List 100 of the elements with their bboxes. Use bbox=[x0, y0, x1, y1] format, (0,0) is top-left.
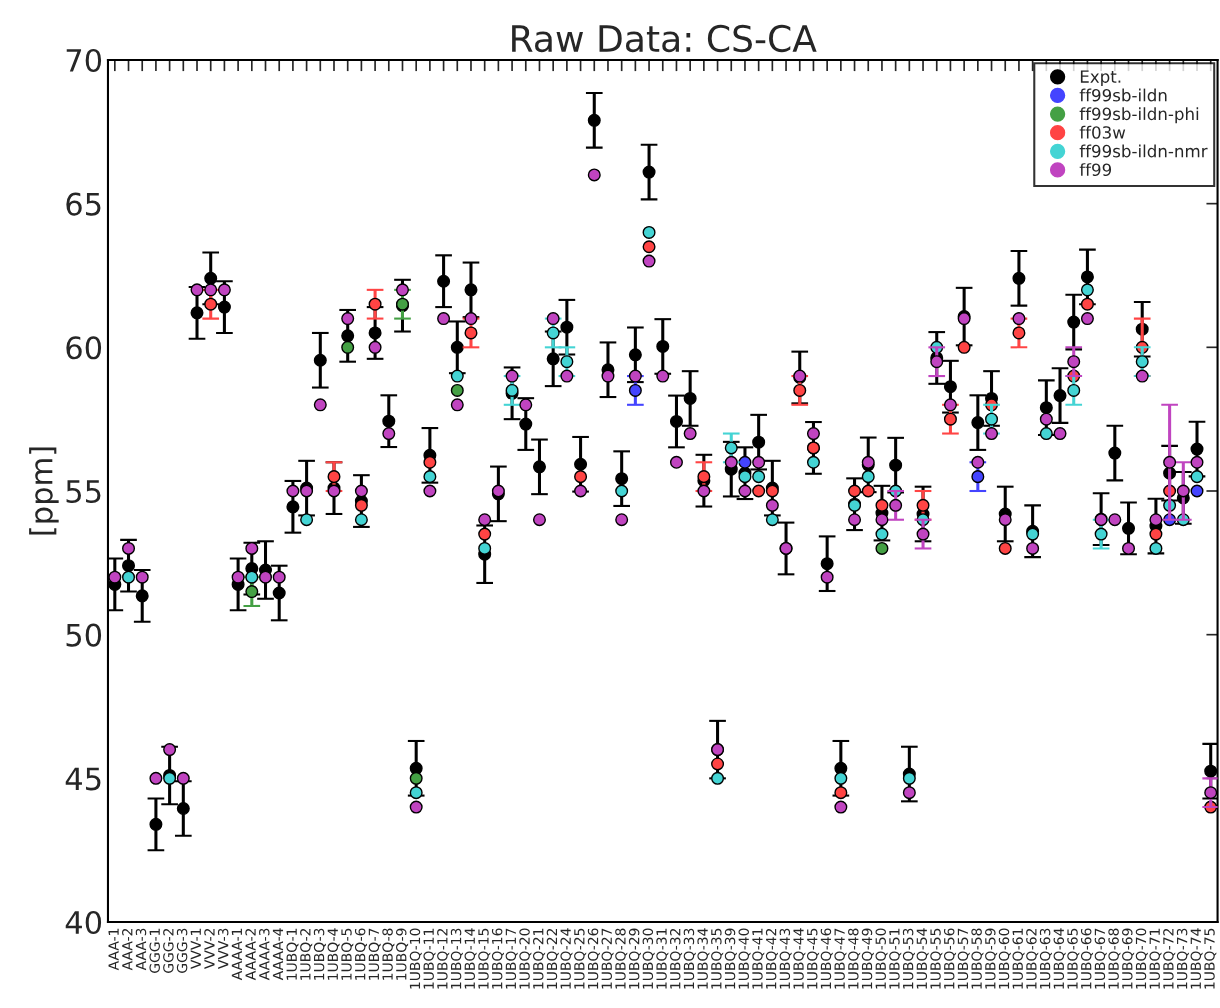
legend-label: ff03w bbox=[1079, 125, 1126, 139]
x-tick-label: 1UBQ-64 bbox=[1053, 928, 1066, 989]
x-tick-label: 1UBQ-32 bbox=[669, 928, 683, 989]
legend-label: Expt. bbox=[1080, 70, 1121, 87]
x-tick-label: AAA-1 bbox=[108, 928, 119, 971]
x-tick-label: 1UBQ-43 bbox=[779, 928, 792, 989]
x-tick-label: VVV-1 bbox=[190, 928, 201, 969]
point bbox=[409, 786, 423, 800]
x-tick-label: 1UBQ-59 bbox=[985, 928, 998, 989]
point bbox=[957, 340, 971, 354]
x-tick-label: 1UBQ-49 bbox=[861, 928, 874, 989]
x-tick-label: 1UBQ-60 bbox=[998, 928, 1011, 989]
x-tick-label: 1UBQ-41 bbox=[752, 928, 765, 989]
point bbox=[546, 326, 560, 340]
point bbox=[464, 326, 478, 340]
x-tick-label: 1UBQ-4 bbox=[327, 928, 340, 980]
x-tick-label: 1UBQ-61 bbox=[1012, 928, 1025, 989]
x-tick-label: 1UBQ-69 bbox=[1122, 928, 1135, 989]
point bbox=[423, 470, 437, 484]
point bbox=[848, 484, 862, 498]
y-tick-label: 60 bbox=[66, 336, 102, 360]
x-tick-label: 1UBQ-63 bbox=[1039, 928, 1052, 989]
y-axis-title: [ppm] bbox=[29, 447, 59, 535]
x-tick-label: 1UBQ-20 bbox=[519, 928, 532, 989]
legend-label: ff99 bbox=[1079, 163, 1112, 177]
point bbox=[971, 470, 985, 484]
x-tick-label: 1UBQ-73 bbox=[1176, 928, 1189, 989]
x-tick-label: 1UBQ-47 bbox=[834, 928, 847, 989]
point bbox=[1149, 527, 1163, 541]
x-tick-label: 1UBQ-65 bbox=[1067, 928, 1080, 989]
x-tick-label: 1UBQ-57 bbox=[957, 928, 970, 989]
point bbox=[765, 513, 779, 527]
x-tick-label: AAAA-4 bbox=[272, 928, 284, 981]
x-tick-label: 1UBQ-9 bbox=[396, 928, 409, 980]
point bbox=[875, 527, 889, 541]
y-tick-label: 70 bbox=[66, 48, 102, 73]
x-tick-label: 1UBQ-29 bbox=[628, 928, 641, 989]
x-tick-label: VVV-3 bbox=[217, 928, 229, 969]
x-tick-label: 1UBQ-66 bbox=[1080, 928, 1094, 989]
point bbox=[423, 455, 437, 469]
x-tick-label: 1UBQ-50 bbox=[875, 928, 888, 989]
x-tick-label: VVV-2 bbox=[204, 928, 215, 969]
x-tick-label: 1UBQ-21 bbox=[533, 928, 546, 989]
point bbox=[711, 771, 725, 785]
x-tick-label: 1UBQ-8 bbox=[382, 928, 395, 980]
x-tick-label: 1UBQ-62 bbox=[1026, 928, 1039, 989]
point bbox=[1080, 283, 1094, 297]
x-tick-label: 1UBQ-25 bbox=[574, 928, 587, 989]
x-tick-label: 1UBQ-46 bbox=[820, 928, 833, 989]
x-tick-label: 1UBQ-15 bbox=[478, 928, 491, 989]
point bbox=[300, 513, 314, 527]
point bbox=[711, 757, 725, 771]
point bbox=[327, 470, 341, 484]
point bbox=[245, 585, 259, 599]
x-tick-label: 1UBQ-45 bbox=[806, 928, 820, 989]
point bbox=[478, 527, 492, 541]
x-tick-label: 1UBQ-14 bbox=[464, 928, 477, 989]
x-tick-label: GGG-1 bbox=[149, 928, 160, 973]
point bbox=[875, 541, 889, 555]
x-tick-label: AAAA-2 bbox=[245, 928, 256, 981]
point bbox=[943, 412, 957, 426]
point bbox=[1080, 297, 1094, 311]
point bbox=[368, 297, 382, 311]
point bbox=[902, 771, 916, 785]
point bbox=[834, 771, 848, 785]
x-tick-label: 1UBQ-67 bbox=[1094, 928, 1107, 989]
point bbox=[916, 498, 930, 512]
point bbox=[752, 484, 766, 498]
point bbox=[834, 786, 848, 800]
x-tick-label: 1UBQ-27 bbox=[601, 928, 614, 989]
x-tick-label: 1UBQ-5 bbox=[341, 928, 354, 980]
point bbox=[122, 570, 136, 584]
point bbox=[1190, 470, 1204, 484]
x-tick-label: 1UBQ-75 bbox=[1204, 928, 1217, 989]
point bbox=[1039, 427, 1053, 441]
x-tick-label: AAAA-3 bbox=[259, 928, 270, 981]
x-tick-label: 1UBQ-10 bbox=[409, 928, 422, 989]
x-tick-label: 1UBQ-17 bbox=[505, 928, 518, 989]
point bbox=[574, 470, 588, 484]
x-tick-label: 1UBQ-1 bbox=[286, 928, 299, 980]
point bbox=[341, 340, 355, 354]
point bbox=[245, 570, 259, 584]
x-tick-label: 1UBQ-56 bbox=[943, 928, 957, 989]
x-tick-label: 1UBQ-34 bbox=[697, 928, 710, 989]
point bbox=[409, 771, 423, 785]
x-tick-label: 1UBQ-30 bbox=[642, 928, 655, 989]
point bbox=[1094, 527, 1108, 541]
point bbox=[738, 455, 752, 469]
chart-title: Raw Data: CS-CA bbox=[512, 24, 817, 53]
point bbox=[204, 297, 218, 311]
x-tick-label: 1UBQ-28 bbox=[615, 928, 628, 989]
y-tick-label: 55 bbox=[66, 480, 101, 504]
point bbox=[697, 470, 711, 484]
x-tick-label: AAA-2 bbox=[122, 928, 133, 971]
x-tick-label: 1UBQ-40 bbox=[738, 928, 751, 989]
point bbox=[875, 498, 889, 512]
point bbox=[628, 383, 642, 397]
point bbox=[1067, 383, 1081, 397]
x-tick-label: 1UBQ-54 bbox=[916, 928, 929, 989]
x-tick-label: 1UBQ-12 bbox=[437, 928, 450, 989]
